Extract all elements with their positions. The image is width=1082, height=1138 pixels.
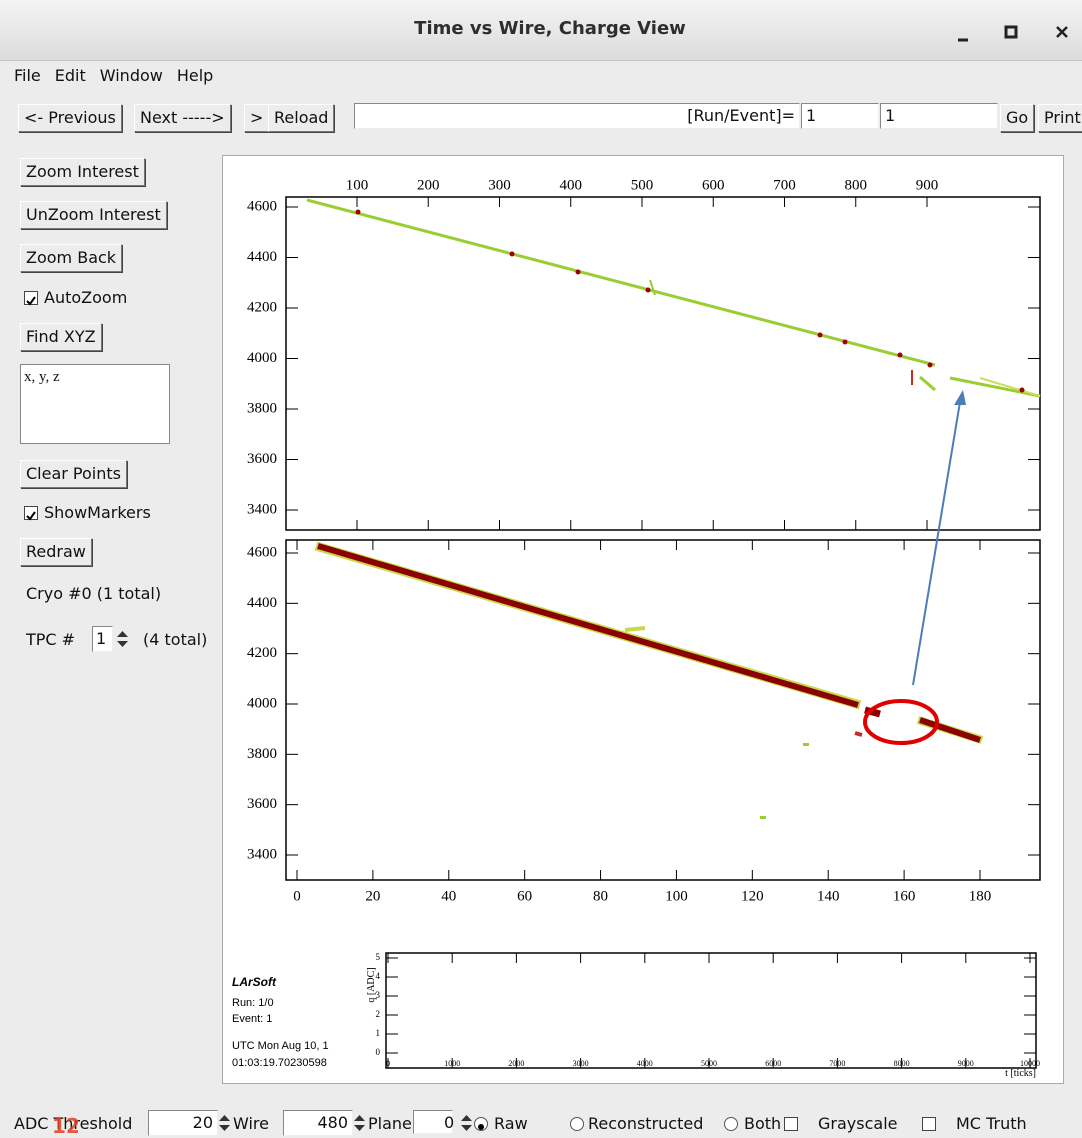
y-tick-label: 3400	[247, 846, 277, 862]
y-tick-label: 4400	[247, 595, 277, 611]
y-tick-label: 3400	[247, 501, 277, 517]
wire-label: Wire	[233, 1114, 269, 1133]
x-tick-label: 700	[773, 177, 796, 193]
grayscale-label: Grayscale	[818, 1114, 897, 1133]
info-run: Run: 1/0	[232, 997, 274, 1009]
x-tick-label: 400	[560, 177, 583, 193]
y-tick-label: 4	[376, 971, 381, 981]
x-tick-label: 200	[417, 177, 440, 193]
adc-plot-frame	[386, 953, 1036, 1068]
x-tick-label: 160	[893, 888, 916, 904]
x-tick-label: 600	[702, 177, 725, 193]
x-tick-label: 800	[845, 177, 868, 193]
y-tick-label: 2	[376, 1009, 381, 1019]
reconstructed-label: Reconstructed	[588, 1114, 703, 1133]
plane-label: Plane	[368, 1114, 412, 1133]
x-tick-label: 100	[346, 177, 369, 193]
y-tick-label: 4200	[247, 645, 277, 661]
x-tick-label: 500	[631, 177, 654, 193]
y-tick-label: 0	[376, 1047, 381, 1057]
y-tick-label: 5	[376, 952, 381, 962]
info-time: 01:03:19.70230598	[232, 1057, 327, 1069]
y-tick-label: 3600	[247, 796, 277, 812]
x-tick-label: 0	[293, 888, 301, 904]
mc-truth-label: MC Truth	[956, 1114, 1027, 1133]
x-tick-label: 120	[741, 888, 764, 904]
x-tick-label: 60	[517, 888, 532, 904]
y-tick-label: 4600	[247, 544, 277, 560]
y-tick-label: 4600	[247, 198, 277, 214]
y-tick-label: 3	[376, 990, 381, 1000]
grayscale-checkbox[interactable]	[784, 1117, 798, 1131]
info-name: LArSoft	[232, 975, 277, 989]
page: {"window": {"title": "Time vs Wire, Char…	[0, 0, 1082, 1133]
reconstructed-radio[interactable]	[570, 1117, 584, 1131]
bottom-plot-frame	[286, 540, 1040, 880]
y-tick-label: 3800	[247, 746, 277, 762]
plots: LArSoft Run: 1/0 Event: 1 UTC Mon Aug 10…	[0, 0, 1082, 1133]
x-tick-label: 300	[488, 177, 511, 193]
info-event: Event: 1	[232, 1013, 272, 1025]
raw-label: Raw	[494, 1114, 528, 1133]
adc-x-label: t [ticks]	[1005, 1068, 1036, 1079]
overlay-number: 12	[52, 1114, 80, 1138]
plane-input[interactable]: 0	[413, 1110, 453, 1134]
y-tick-label: 3800	[247, 400, 277, 416]
threshold-spinner[interactable]	[218, 1111, 231, 1135]
both-radio[interactable]	[724, 1117, 738, 1131]
x-tick-label: 80	[593, 888, 608, 904]
mc-truth-checkbox[interactable]	[922, 1117, 936, 1131]
threshold-input[interactable]: 20	[148, 1110, 218, 1136]
y-tick-label: 4000	[247, 350, 277, 366]
y-tick-label: 3600	[247, 451, 277, 467]
x-tick-label: 100	[665, 888, 688, 904]
y-tick-label: 4000	[247, 695, 277, 711]
x-tick-label: 40	[441, 888, 456, 904]
raw-radio[interactable]	[474, 1117, 488, 1131]
wire-input[interactable]: 480	[283, 1110, 353, 1136]
plane-spinner[interactable]	[460, 1111, 473, 1135]
x-tick-label: 140	[817, 888, 840, 904]
info-date: UTC Mon Aug 10, 1	[232, 1040, 329, 1052]
y-tick-label: 1	[376, 1028, 381, 1038]
y-tick-label: 4200	[247, 299, 277, 315]
radio-dot	[475, 1121, 487, 1133]
both-label: Both	[744, 1114, 781, 1133]
wire-spinner[interactable]	[353, 1111, 366, 1135]
x-tick-label: 900	[916, 177, 939, 193]
x-tick-label: 20	[365, 888, 380, 904]
y-tick-label: 4400	[247, 249, 277, 265]
x-tick-label: 180	[969, 888, 992, 904]
